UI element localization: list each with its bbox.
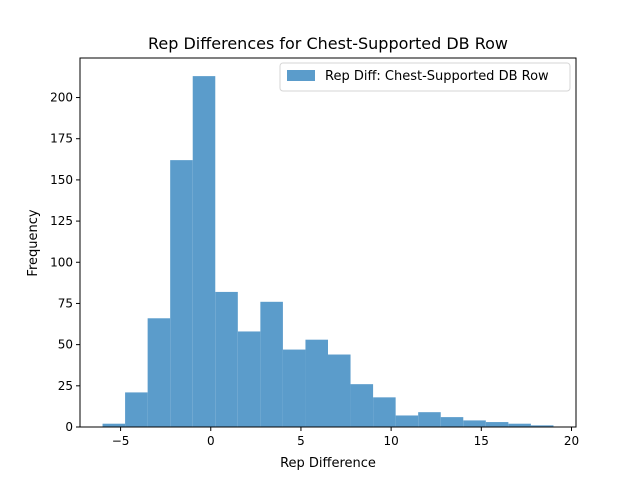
histogram-bars [102, 76, 554, 428]
histogram-bar [440, 417, 464, 427]
x-axis-label: Rep Difference [280, 456, 376, 471]
histogram-bar [170, 160, 193, 428]
histogram-bar [485, 422, 509, 427]
x-tick-label: −5 [112, 434, 130, 448]
histogram-bar [395, 415, 419, 427]
legend-frame [279, 62, 571, 92]
y-axis-label: Frequency [26, 209, 41, 276]
histogram-bar [373, 397, 396, 427]
y-tick-label: 200 [50, 91, 73, 105]
histogram-bar [530, 425, 554, 427]
y-tick-label: 100 [50, 255, 73, 269]
x-tick-label: 15 [474, 434, 489, 448]
x-tick-label: 5 [297, 434, 305, 448]
histogram-bar [305, 339, 328, 427]
histogram-bar [508, 423, 531, 427]
x-tick-label: 0 [207, 434, 215, 448]
histogram-bar [350, 384, 374, 427]
histogram-bar [102, 423, 126, 427]
histogram-bar [125, 392, 148, 427]
histogram-bar [463, 420, 486, 427]
histogram-bar [192, 76, 216, 427]
histogram-bar [215, 291, 238, 427]
y-tick-label: 175 [50, 132, 73, 146]
histogram-bar [328, 354, 351, 427]
histogram-bar [282, 349, 306, 427]
x-tick-label: 20 [564, 434, 579, 448]
legend-swatch [287, 70, 315, 81]
y-tick-label: 125 [50, 214, 73, 228]
histogram-bar [237, 331, 261, 427]
histogram-bar [147, 318, 171, 427]
histogram-bar [418, 412, 441, 427]
y-tick-label: 50 [58, 338, 73, 352]
histogram-bar [260, 301, 283, 427]
y-tick-label: 25 [58, 379, 73, 393]
y-tick-label: 0 [65, 420, 73, 434]
plot-frame [79, 57, 577, 428]
legend: Rep Diff: Chest-Supported DB Row [279, 62, 571, 92]
y-tick-label: 150 [50, 173, 73, 187]
legend-label: Rep Diff: Chest-Supported DB Row [325, 69, 549, 84]
y-tick-label: 75 [58, 296, 73, 310]
x-tick-label: 10 [383, 434, 398, 448]
chart-title: Rep Differences for Chest-Supported DB R… [148, 34, 508, 53]
